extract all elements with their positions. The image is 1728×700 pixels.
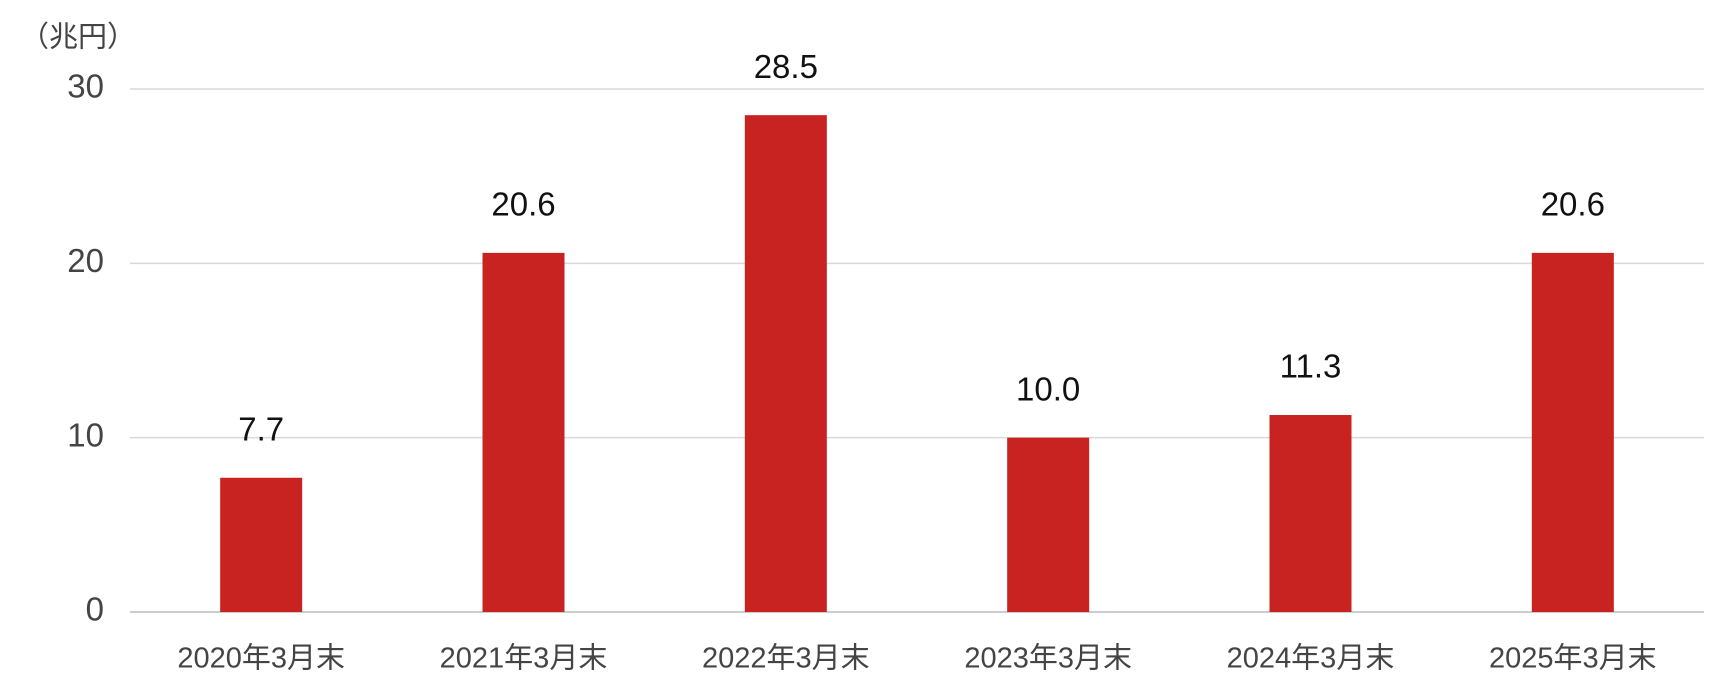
x-tick-label: 2023年3月末 (964, 642, 1132, 675)
x-tick-label: 2022年3月末 (702, 642, 870, 675)
y-tick-label: 10 (67, 416, 104, 453)
x-tick-label: 2020年3月末 (177, 642, 345, 675)
y-tick-label: 30 (67, 68, 104, 105)
bar (1007, 437, 1090, 612)
value-label: 11.3 (1280, 348, 1342, 385)
value-label: 20.6 (491, 186, 555, 223)
x-tick-label: 2021年3月末 (440, 642, 608, 675)
x-tick-label: 2025年3月末 (1489, 642, 1657, 675)
bar (482, 252, 565, 612)
bar (744, 115, 827, 613)
bar (1269, 415, 1352, 612)
value-label: 20.6 (1541, 186, 1605, 223)
x-tick-label: 2024年3月末 (1227, 642, 1395, 675)
value-label: 10.0 (1016, 370, 1080, 407)
y-axis-label: （兆円） (20, 22, 136, 54)
value-label: 28.5 (754, 48, 818, 85)
y-tick-label: 20 (67, 242, 104, 279)
value-label: 7.7 (238, 410, 284, 447)
bar (220, 477, 303, 612)
y-tick-label: 0 (86, 591, 104, 628)
bar (1531, 252, 1614, 612)
